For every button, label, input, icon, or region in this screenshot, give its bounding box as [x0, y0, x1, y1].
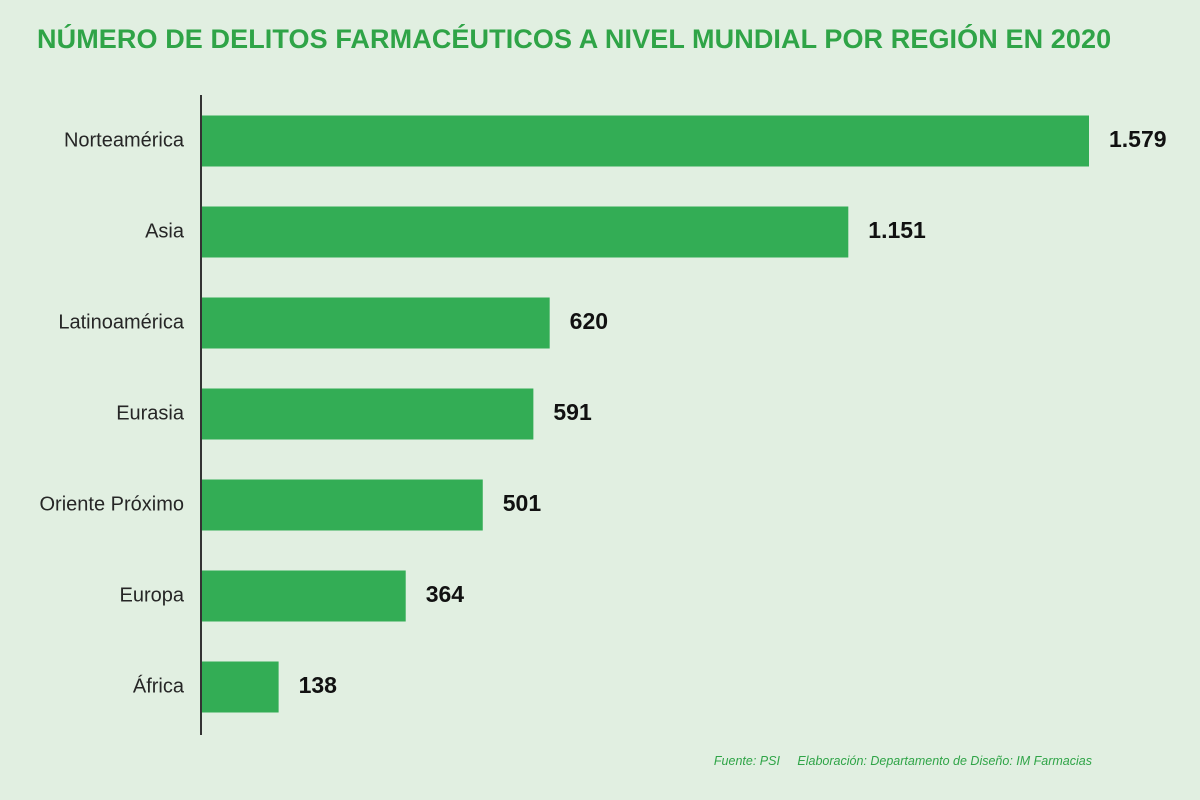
bar-africa: [201, 661, 279, 713]
value-label-africa: 138: [299, 672, 338, 698]
value-label-norteamerica: 1.579: [1109, 126, 1167, 152]
category-label-africa: África: [133, 674, 185, 697]
category-label-europa: Europa: [120, 584, 185, 606]
bar-asia: [201, 206, 849, 258]
category-label-norteamerica: Norteamérica: [64, 129, 185, 151]
value-label-latinoamerica: 620: [570, 308, 608, 334]
bar-norteamerica: [201, 115, 1089, 167]
bar-oriente-proximo: [201, 479, 483, 531]
source-note: Fuente: PSI: [713, 754, 780, 768]
value-label-eurasia: 591: [553, 399, 592, 425]
bar-europa: [201, 570, 406, 622]
value-label-europa: 364: [426, 581, 465, 607]
value-label-oriente-proximo: 501: [503, 490, 542, 516]
value-label-asia: 1.151: [868, 217, 926, 243]
bar-latinoamerica: [201, 297, 550, 349]
category-labels-group: Norteamérica Asia Latinoamérica Eurasia Orie…: [40, 129, 185, 697]
category-label-oriente-proximo: Oriente Próximo: [40, 493, 185, 515]
category-label-eurasia: Eurasia: [116, 402, 185, 424]
category-label-latinoamerica: Latinoamérica: [58, 311, 185, 333]
value-labels-group: 1.579 1.151 620 591 501 364 138: [299, 126, 1167, 698]
bar-eurasia: [201, 388, 534, 440]
credit-note: Elaboración: Departamento de Diseño: IM …: [797, 754, 1092, 768]
category-label-asia: Asia: [145, 220, 185, 242]
bars-group: [201, 115, 1089, 713]
chart-title: NÚMERO DE DELITOS FARMACÉUTICOS A NIVEL …: [37, 24, 1112, 54]
footer-credits: Fuente: PSI Elaboración: Departamento de…: [714, 754, 1092, 768]
